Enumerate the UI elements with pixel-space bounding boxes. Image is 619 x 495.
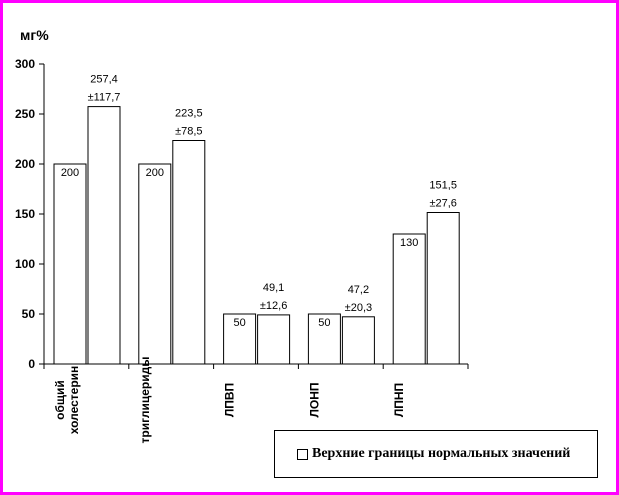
bar-value-label: 200 (146, 167, 164, 179)
bar-value-label: 130 (400, 237, 418, 249)
bar (172, 140, 206, 365)
bar (223, 313, 257, 365)
bar-value-label: 151,5 (429, 180, 457, 192)
legend-swatch (297, 448, 308, 460)
bar-value-label: 47,2 (348, 284, 369, 296)
y-tick-label: 50 (22, 307, 36, 321)
bar-value-label: ±20,3 (345, 302, 372, 314)
bar (341, 316, 375, 365)
bar-value-label: 200 (61, 167, 79, 179)
bar-value-label: ±117,7 (88, 92, 121, 104)
y-tick-label: 250 (15, 107, 35, 121)
y-tick-label: 0 (28, 357, 35, 371)
y-tick-label: 150 (15, 207, 35, 221)
category-label: ЛПВП (223, 383, 237, 417)
y-tick-label: 200 (15, 157, 35, 171)
legend-label: Верхние границы нормальных значений (312, 446, 571, 461)
bar-value-label: 257,4 (90, 74, 118, 86)
bar (307, 313, 341, 365)
bar (138, 163, 172, 365)
legend: Верхние границы нормальных значений (274, 430, 598, 478)
bar-value-label: 49,1 (263, 282, 284, 294)
bar-value-label: ±78,5 (175, 126, 202, 138)
category-label: триглицериды (138, 357, 152, 444)
category-label: холестерин (67, 366, 81, 435)
bar (257, 314, 291, 365)
bar-value-label: 50 (233, 317, 245, 329)
y-tick-label: 100 (15, 257, 35, 271)
bar-value-label: ±27,6 (429, 198, 456, 210)
bar (426, 212, 460, 365)
category-label: ЛОНП (307, 382, 321, 417)
bar (87, 106, 121, 365)
bar-value-label: 223,5 (175, 108, 203, 120)
y-tick-label: 300 (15, 57, 35, 71)
y-unit-label: мг% (20, 27, 49, 43)
category-label: общий (53, 380, 67, 420)
bar (53, 163, 87, 365)
bar (392, 233, 426, 365)
bar-value-label: ±12,6 (260, 300, 287, 312)
bar-value-label: 50 (318, 317, 330, 329)
category-label: ЛПНП (392, 383, 406, 417)
